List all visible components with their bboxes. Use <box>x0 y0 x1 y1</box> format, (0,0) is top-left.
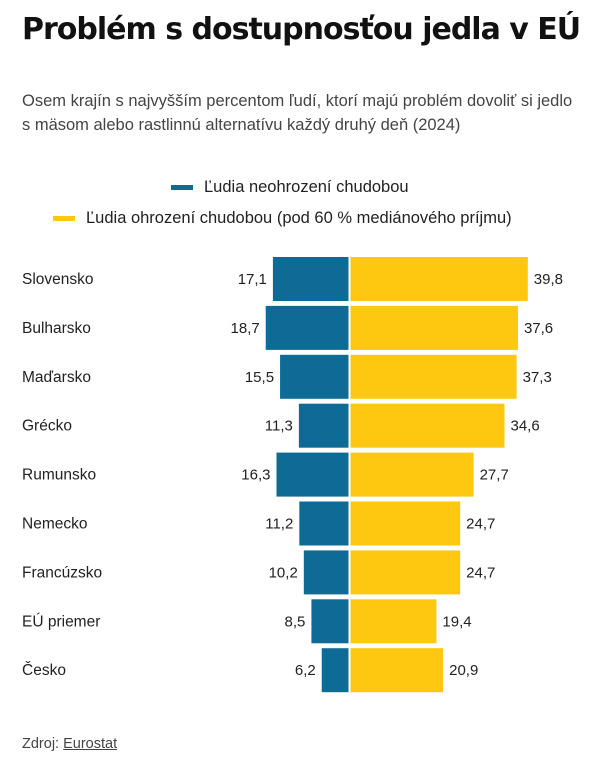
category-label: Rumunsko <box>22 467 96 484</box>
bar-at-risk <box>349 501 461 546</box>
legend-swatch-yellow <box>53 216 75 221</box>
bar-at-risk <box>349 599 437 644</box>
value-label-not-at-risk: 6,2 <box>295 662 316 679</box>
value-label-not-at-risk: 18,7 <box>231 320 260 337</box>
category-label: Francúzsko <box>22 564 102 581</box>
value-label-not-at-risk: 17,1 <box>238 271 267 288</box>
category-label: Bulharsko <box>22 320 91 337</box>
value-label-at-risk: 34,6 <box>511 418 540 435</box>
bar-not-at-risk <box>272 257 350 301</box>
source-link[interactable]: Eurostat <box>63 736 118 752</box>
value-label-at-risk: 20,9 <box>449 662 478 679</box>
bar-at-risk <box>349 403 505 448</box>
bar-not-at-risk <box>298 403 350 448</box>
value-label-at-risk: 37,6 <box>524 320 553 337</box>
value-label-not-at-risk: 8,5 <box>285 613 306 630</box>
value-label-at-risk: 24,7 <box>466 564 495 581</box>
legend-label-at-risk: Ľudia ohrození chudobou (pod 60 % medián… <box>86 209 512 227</box>
category-label: Nemecko <box>22 516 87 533</box>
value-label-at-risk: 27,7 <box>480 467 509 484</box>
value-label-at-risk: 37,3 <box>523 369 552 386</box>
chart-subtitle: Osem krajín s najvyšším percentom ľudí, … <box>22 92 573 134</box>
source-note: Zdroj: Eurostat <box>22 736 117 752</box>
bar-at-risk <box>349 305 518 350</box>
bar-at-risk <box>349 550 461 595</box>
value-label-at-risk: 39,8 <box>534 271 563 288</box>
category-label: EÚ priemer <box>22 613 100 630</box>
bar-not-at-risk <box>321 648 350 693</box>
bar-not-at-risk <box>280 354 350 399</box>
bar-not-at-risk <box>299 501 350 546</box>
chart-title: Problém s dostupnosťou jedla v EÚ <box>22 12 581 47</box>
value-label-not-at-risk: 15,5 <box>245 369 274 386</box>
value-label-at-risk: 24,7 <box>466 516 495 533</box>
legend-label-not-at-risk: Ľudia neohrození chudobou <box>204 178 409 196</box>
bar-not-at-risk <box>276 452 350 497</box>
category-label: Česko <box>22 662 66 679</box>
value-label-not-at-risk: 16,3 <box>241 467 270 484</box>
bar-not-at-risk <box>265 305 350 350</box>
bar-at-risk <box>349 648 444 693</box>
bar-at-risk <box>349 452 474 497</box>
category-label: Slovensko <box>22 271 94 288</box>
legend-swatch-blue <box>171 185 193 190</box>
bar-not-at-risk <box>311 599 350 644</box>
value-label-not-at-risk: 11,3 <box>265 418 293 435</box>
bar-at-risk <box>349 354 517 399</box>
bar-at-risk <box>349 257 528 301</box>
legend-item-at-risk: Ľudia ohrození chudobou (pod 60 % medián… <box>53 209 512 228</box>
diverging-bar-chart: Slovensko 17,1 39,8 Bulharsko 18,7 37,6 Maďars… <box>22 257 563 693</box>
legend-item-not-at-risk: Ľudia neohrození chudobou <box>171 178 409 197</box>
category-label: Maďarsko <box>22 369 91 386</box>
value-label-not-at-risk: 10,2 <box>269 564 298 581</box>
source-prefix: Zdroj: <box>22 736 60 752</box>
bar-not-at-risk <box>303 550 350 595</box>
value-label-not-at-risk: 11,2 <box>265 516 293 533</box>
category-label: Grécko <box>22 418 72 435</box>
value-label-at-risk: 19,4 <box>442 613 471 630</box>
